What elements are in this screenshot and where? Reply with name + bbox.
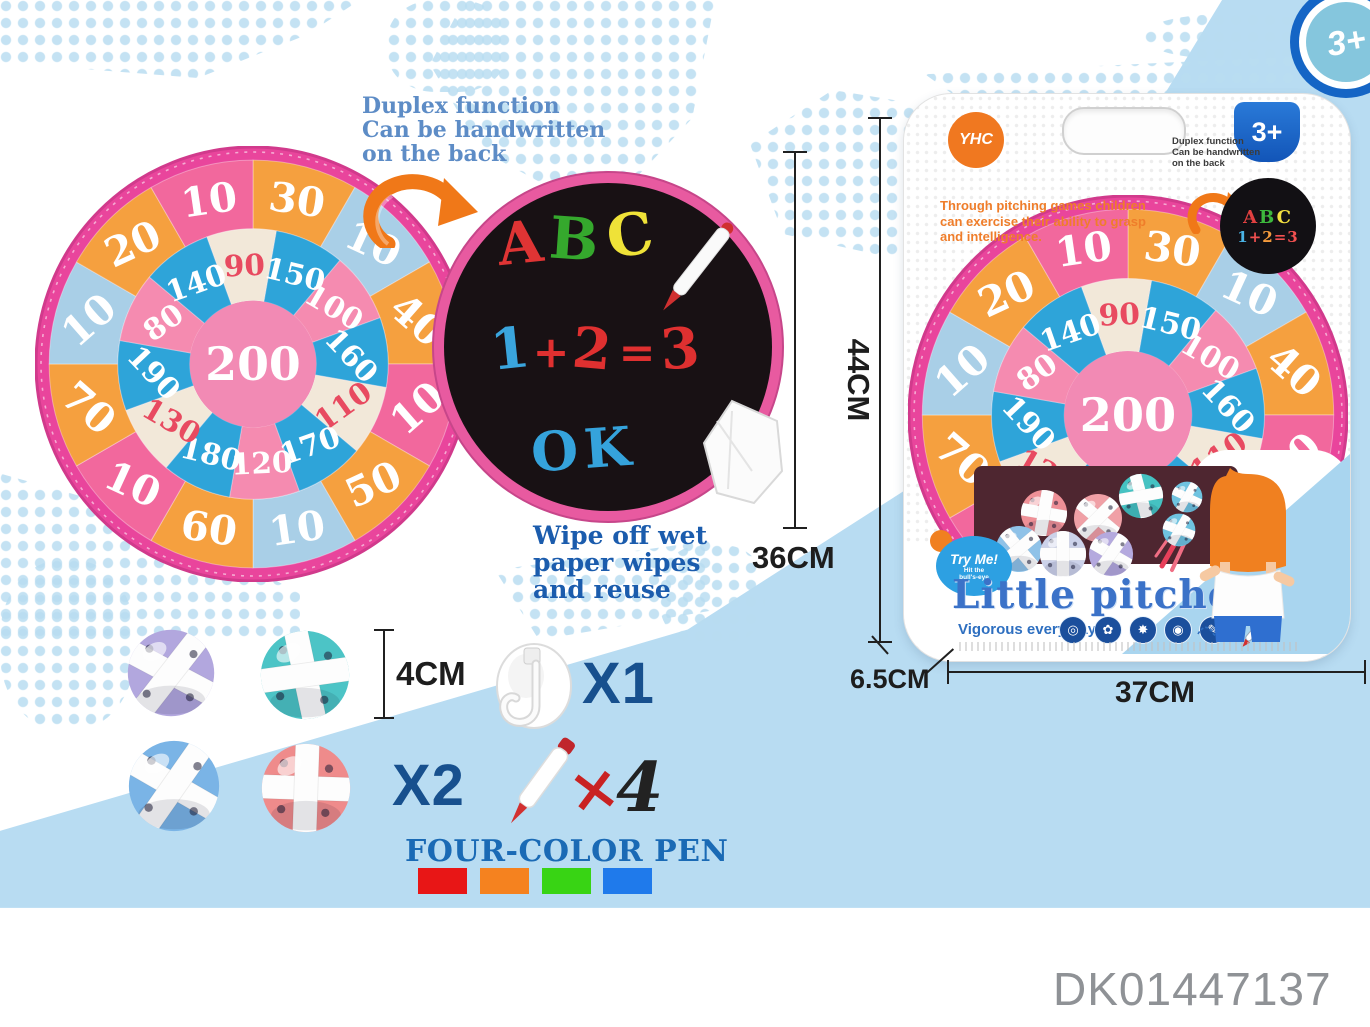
- product-code: DK01447137: [1053, 963, 1332, 1015]
- tick: [1364, 660, 1366, 684]
- packed-ball: [1118, 473, 1164, 519]
- tick: [374, 717, 394, 719]
- svg-text:90: 90: [223, 247, 266, 284]
- handle-cutout: [1062, 107, 1186, 155]
- pen-color-blue: [603, 868, 652, 894]
- dim-label-4: 4CM: [396, 655, 466, 692]
- star-icon: ✸: [1129, 616, 1157, 644]
- age-badge: 3+: [1290, 0, 1370, 98]
- dartboard-back: A B C1 +2 = 3 OK: [432, 171, 784, 523]
- svg-text:2: 2: [570, 314, 615, 383]
- marker-pen: [510, 737, 575, 824]
- tick: [868, 641, 892, 643]
- packed-ball: [1171, 481, 1203, 513]
- packed-ball: [1020, 489, 1068, 537]
- tick: [868, 117, 892, 119]
- wipe-note: Wipe off wet paper wipes and reuse: [533, 521, 708, 604]
- dim-line-37: [948, 671, 1366, 673]
- mini-board-equation: 1+2=3: [1237, 227, 1299, 246]
- ball-blue: [128, 740, 220, 832]
- svg-text:=: =: [619, 328, 656, 379]
- packed-ball: [1074, 494, 1122, 542]
- duplex-note: Duplex function Can be handwritten on th…: [362, 93, 606, 167]
- ball-count: X2: [392, 753, 465, 818]
- svg-text:10: 10: [1052, 221, 1115, 277]
- svg-text:1: 1: [487, 314, 533, 384]
- svg-text:90: 90: [1098, 297, 1141, 334]
- pen-color-red: [418, 868, 467, 894]
- dartboard-front: 3010401050106010701020109015010016011017…: [35, 146, 471, 582]
- dot-pattern: [660, 545, 765, 645]
- dim-label-65: 6.5CM: [850, 664, 930, 694]
- tryme-badge: Try Me! Hit the bull's-eye: [936, 536, 1012, 596]
- dim-label-37: 37CM: [1115, 676, 1196, 709]
- svg-text:A: A: [493, 207, 547, 280]
- svg-text:120: 120: [230, 444, 293, 482]
- ball-coral: [261, 743, 351, 833]
- svg-text:B: B: [547, 203, 601, 274]
- thrown-ball: [1162, 513, 1196, 547]
- card-age-badge: 3+: [1234, 102, 1300, 162]
- dot-pattern: [0, 560, 135, 730]
- hook-count: X1: [582, 651, 655, 716]
- blister-ridge: [959, 642, 1299, 651]
- packed-ball: [1088, 531, 1134, 577]
- card-duplex-note: Duplex function Can be handwritten on th…: [1172, 136, 1261, 169]
- mini-board-abc: ABC: [1243, 206, 1293, 228]
- svg-text:200: 200: [205, 337, 301, 391]
- svg-text:C: C: [602, 198, 657, 272]
- eye-icon: ◉: [1164, 616, 1192, 644]
- dim-line-44: [879, 118, 881, 643]
- flip-arrow-icon: [363, 174, 478, 248]
- ball-teal: [260, 630, 350, 720]
- tick: [783, 151, 807, 153]
- brand-logo: YHC: [948, 112, 1004, 168]
- dot-pattern: [0, 0, 360, 78]
- tick: [783, 527, 807, 529]
- svg-text:10: 10: [178, 172, 240, 228]
- target-icon: ◎: [1059, 616, 1087, 644]
- svg-text:OK: OK: [529, 413, 639, 484]
- pen-color-orange: [480, 868, 529, 894]
- svg-text:200: 200: [1080, 388, 1176, 442]
- tick: [947, 660, 949, 684]
- mini-blackboard: ABC 1+2=3: [1220, 178, 1316, 274]
- ball-purple: [127, 629, 215, 717]
- svg-text:3: 3: [658, 315, 701, 384]
- petals-icon: ✿: [1094, 616, 1122, 644]
- dim-label-36: 36CM: [752, 540, 835, 575]
- pen-count: 4: [616, 748, 664, 828]
- dim-line-4: [383, 630, 385, 719]
- package-description: Through pitching games children can exer…: [940, 198, 1146, 244]
- cartoon-boy: [1199, 468, 1295, 642]
- svg-text:+: +: [533, 328, 570, 379]
- dim-label-44: 44CM: [841, 338, 876, 422]
- suction-hook: [496, 643, 572, 729]
- svg-text:60: 60: [178, 500, 240, 556]
- dim-line-36: [794, 152, 796, 529]
- pen-color-green: [542, 868, 591, 894]
- packed-ball: [1039, 530, 1087, 578]
- pen-title: FOUR-COLOR PEN: [405, 834, 729, 869]
- svg-text:30: 30: [266, 172, 328, 228]
- svg-text:10: 10: [266, 500, 328, 556]
- package-card: 3010401050106010701020109015010016011017…: [903, 93, 1351, 662]
- tick: [374, 629, 394, 631]
- age-badge-face: 3+: [1306, 2, 1370, 82]
